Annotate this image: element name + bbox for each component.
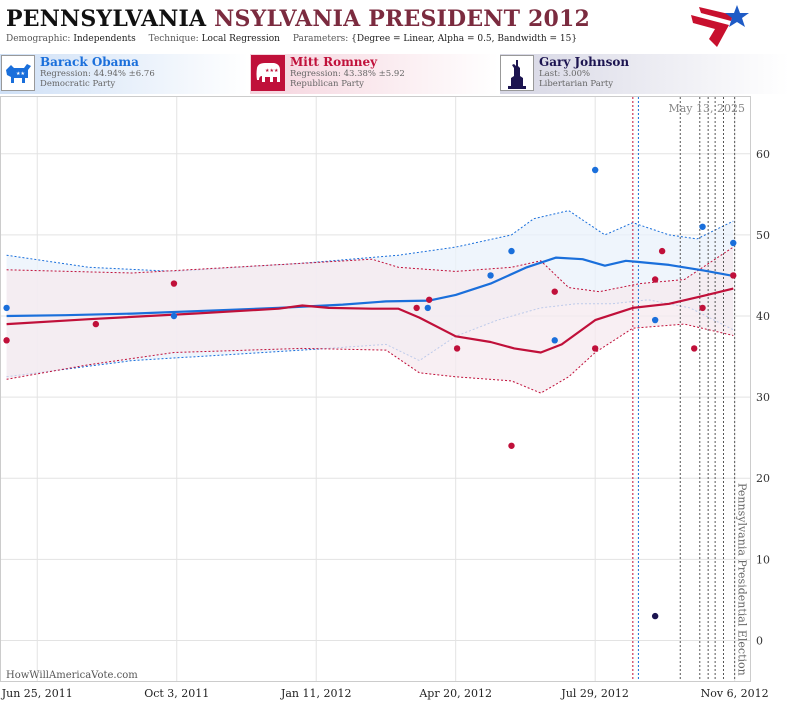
legend-item-obama[interactable]: ★★ Barack Obama Regression: 44.94% ±6.76… [1, 54, 247, 94]
poll-point [658, 247, 666, 255]
upper-bound-line-1 [6, 246, 734, 293]
poll-point [691, 345, 698, 352]
trend-line-0 [6, 256, 734, 318]
poll-point [508, 442, 515, 449]
parameters-value: {Degree = Linear, Alpha = 0.5, Bandwidth… [351, 34, 578, 44]
x-tick-label: Apr 20, 2012 [418, 687, 492, 700]
page-title: PENNSYLVANIA NSYLVANIA PRESIDENT 2012 [6, 6, 590, 32]
y-tick-label: 10 [756, 553, 770, 566]
poll-point [170, 280, 178, 287]
y-axis: 0 10 20 30 40 50 60 [756, 148, 770, 648]
obama-name: Barack Obama [40, 55, 139, 69]
trend-line-1 [6, 287, 734, 354]
poll-point [453, 345, 461, 352]
y-tick-label: 60 [756, 148, 770, 161]
poll-point [651, 612, 659, 620]
date-label: May 13, 2025 [668, 102, 745, 115]
demographic-label: Demographic: [6, 34, 71, 44]
poll-point [487, 272, 494, 279]
trend-lines [6, 256, 734, 354]
poll-point [424, 304, 432, 312]
romney-party: Republican Party [290, 79, 364, 89]
johnson-stat: Last: 3.00% [539, 69, 591, 79]
poll-point [591, 166, 599, 174]
elephant-icon: ★★★ [251, 55, 285, 91]
obama-party: Democratic Party [40, 79, 116, 89]
confidence-band-1 [6, 247, 734, 394]
election-label: Pennsylvania Presidential Election [736, 483, 749, 676]
poll-point [92, 320, 100, 328]
poll-point [730, 239, 737, 247]
poll-point [699, 223, 706, 230]
grid [1, 97, 750, 681]
obama-stat: Regression: 44.94% ±6.76 [40, 69, 155, 79]
poll-points [3, 166, 737, 620]
plot-frame [0, 96, 751, 682]
poll-point [170, 312, 178, 320]
title-state: PENNSYLVANIA [6, 6, 207, 32]
poll-point [651, 276, 659, 283]
svg-text:★★: ★★ [16, 71, 25, 77]
y-tick-label: 0 [756, 634, 763, 647]
poll-point [413, 304, 420, 312]
y-tick-label: 20 [756, 472, 770, 485]
x-tick-label: Jul 29, 2012 [560, 687, 629, 700]
poll-point [3, 304, 10, 312]
confidence-bands [6, 210, 734, 394]
poll-point [651, 316, 659, 324]
x-tick-label: Jan 11, 2012 [280, 687, 352, 700]
poll-point [3, 337, 10, 344]
y-tick-label: 30 [756, 391, 770, 404]
candidate-legend: ★★ Barack Obama Regression: 44.94% ±6.76… [0, 54, 789, 94]
donkey-icon: ★★ [1, 55, 35, 91]
legend-item-romney[interactable]: ★★★ Mitt Romney Regression: 43.38% ±5.92… [251, 54, 497, 94]
parameters-label: Parameters: [292, 34, 349, 44]
poll-point [551, 288, 558, 295]
demographic-value: Independents [73, 34, 136, 44]
technique-value: Local Regression [201, 34, 280, 44]
poll-point [699, 304, 706, 312]
legend-item-johnson[interactable]: Gary Johnson Last: 3.00% Libertarian Par… [500, 54, 780, 94]
poll-point [551, 337, 558, 344]
x-tick-label: Oct 3, 2011 [144, 687, 209, 700]
parameters-line: Demographic: Independents Technique: Loc… [6, 34, 577, 44]
legend-background [0, 54, 789, 94]
title-rest: NSYLVANIA PRESIDENT 2012 [214, 6, 591, 32]
watermark: HowWillAmericaVote.com [6, 670, 138, 681]
x-tick-label: Jun 25, 2011 [1, 687, 73, 700]
svg-text:★★★: ★★★ [265, 68, 279, 74]
x-tick-label: Nov 6, 2012 [701, 687, 769, 700]
johnson-party: Libertarian Party [539, 79, 614, 89]
chart-header: PENNSYLVANIA NSYLVANIA PRESIDENT 2012 De… [0, 0, 789, 52]
y-tick-label: 50 [756, 229, 770, 242]
poll-point [508, 247, 515, 255]
poll-point [730, 272, 737, 279]
lower-bound-line-0 [6, 299, 734, 378]
romney-name: Mitt Romney [290, 55, 378, 69]
y-tick-label: 40 [756, 310, 770, 323]
poll-point [425, 296, 433, 303]
liberty-icon [500, 55, 534, 91]
johnson-name: Gary Johnson [539, 55, 630, 69]
romney-stat: Regression: 43.38% ±5.92 [290, 69, 405, 79]
star-logo-icon [691, 5, 749, 47]
poll-point [591, 345, 599, 352]
x-axis: Jun 25, 2011 Oct 3, 2011 Jan 11, 2012 Apr 2… [1, 687, 769, 700]
event-lines [632, 97, 736, 681]
technique-label: Technique: [148, 34, 199, 44]
